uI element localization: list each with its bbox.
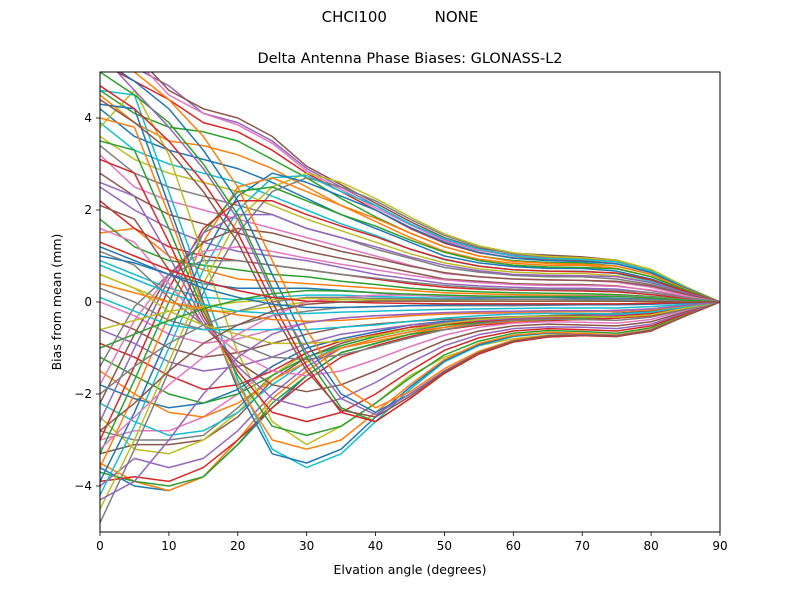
series-line-68 xyxy=(100,296,720,395)
x-tick-label: 20 xyxy=(230,539,245,553)
series-line-27 xyxy=(100,154,720,303)
y-tick-label: 4 xyxy=(84,111,92,125)
x-tick-label: 10 xyxy=(161,539,176,553)
y-tick-label: −4 xyxy=(74,479,92,493)
series-line-23 xyxy=(100,218,720,303)
series-lines xyxy=(100,72,720,524)
series-line-44 xyxy=(100,200,720,441)
series-line-71 xyxy=(100,255,720,309)
figure-suptitle: CHCI100 NONE xyxy=(321,8,479,26)
series-line-55 xyxy=(100,181,720,409)
series-line-36 xyxy=(150,72,720,303)
x-tick-label: 50 xyxy=(437,539,452,553)
x-tick-label: 30 xyxy=(299,539,314,553)
x-axis-label: Elvation angle (degrees) xyxy=(333,562,486,577)
series-line-46 xyxy=(100,227,720,404)
y-tick-label: 0 xyxy=(84,295,92,309)
series-line-76 xyxy=(100,300,720,432)
series-line-54 xyxy=(100,158,720,423)
series-line-74 xyxy=(100,241,720,305)
y-tick-label: 2 xyxy=(84,203,92,217)
series-line-31 xyxy=(100,108,720,303)
y-axis-label: Bias from mean (mm) xyxy=(49,234,64,371)
x-tick-label: 0 xyxy=(96,539,104,553)
series-line-66 xyxy=(100,98,720,418)
x-tick-label: 90 xyxy=(712,539,727,553)
series-line-14 xyxy=(100,301,720,391)
x-tick-label: 60 xyxy=(506,539,521,553)
series-line-53 xyxy=(100,140,720,437)
series-line-70 xyxy=(100,264,720,315)
x-axis-ticks: 0 10 20 30 40 50 60 70 80 90 xyxy=(96,532,728,553)
series-line-67 xyxy=(100,294,720,450)
series-line-28 xyxy=(100,145,720,303)
x-tick-label: 40 xyxy=(368,539,383,553)
series-line-4 xyxy=(100,301,720,483)
series-line-60 xyxy=(100,296,720,331)
x-tick-label: 80 xyxy=(643,539,658,553)
y-axis-ticks: −4 −2 0 2 4 xyxy=(74,111,100,493)
chart-title: Delta Antenna Phase Biases: GLONASS-L2 xyxy=(257,51,562,67)
series-line-45 xyxy=(100,213,720,422)
series-line-48 xyxy=(100,259,720,367)
y-tick-label: −2 xyxy=(74,387,92,401)
x-tick-label: 70 xyxy=(575,539,590,553)
series-line-40 xyxy=(100,174,720,496)
series-line-15 xyxy=(100,301,720,372)
series-line-39 xyxy=(100,172,720,510)
series-line-73 xyxy=(100,289,720,349)
series-line-47 xyxy=(100,246,720,386)
series-line-75 xyxy=(100,301,720,501)
series-line-61 xyxy=(119,72,720,414)
